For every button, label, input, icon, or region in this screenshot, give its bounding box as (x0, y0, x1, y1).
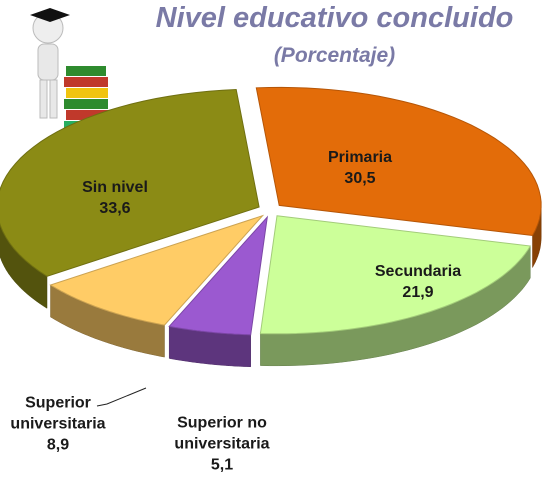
data-label: Secundaria 21,9 (375, 261, 461, 303)
category-label: Sin nivel (82, 179, 148, 196)
data-label: Superior no universitaria 5,1 (165, 413, 280, 476)
slice (168, 215, 269, 336)
value-label: 33,6 (99, 200, 131, 217)
data-label: Primaria 30,5 (328, 147, 392, 189)
category-label: Superior no universitaria (174, 414, 270, 453)
value-label: 8,9 (46, 436, 70, 454)
icon (0, 0, 120, 135)
chart-subtitle: (Porcentaje) (273, 44, 396, 67)
data-label: Superior universitaria 8,9 (1, 393, 116, 456)
slice (259, 215, 532, 335)
category-label: Superior universitaria (10, 394, 106, 433)
slice (49, 214, 265, 326)
category-label: Secundaria (374, 263, 462, 280)
pie (0, 86, 542, 368)
value-label: 21,9 (402, 284, 434, 301)
value-label: 5,1 (210, 456, 234, 474)
value-label: 30,5 (344, 170, 376, 187)
slice (255, 86, 542, 237)
slice (0, 88, 260, 277)
leader-line (96, 387, 147, 407)
category-label: Primaria (327, 149, 393, 166)
data-label: Sin nivel 33,6 (82, 177, 148, 219)
chart-title: Nivel educativo concluido (155, 2, 514, 34)
